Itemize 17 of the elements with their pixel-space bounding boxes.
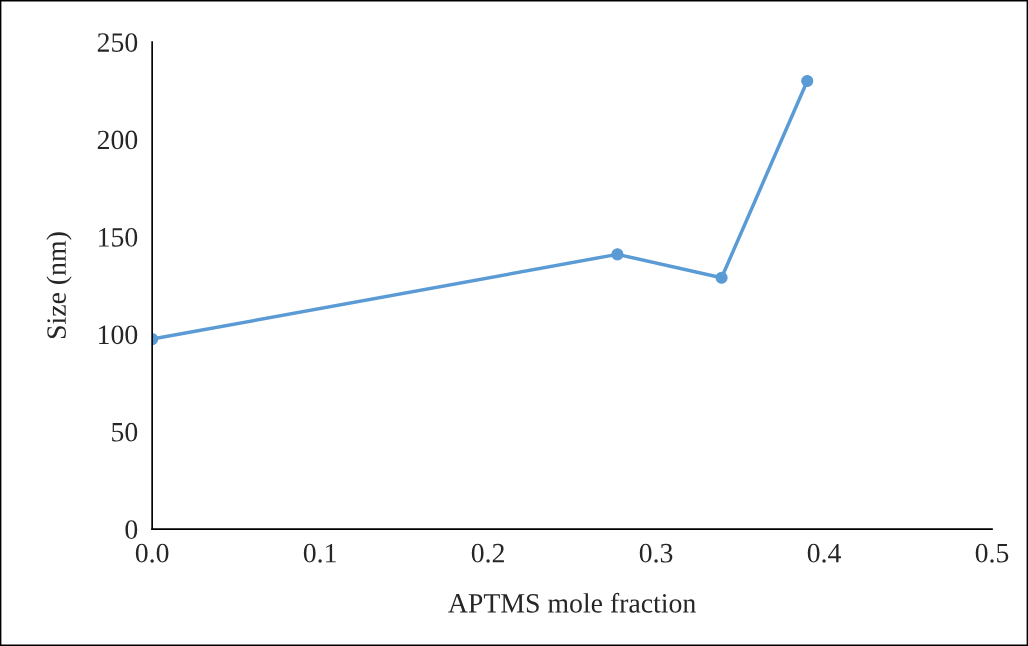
x-tick-label: 0.1	[303, 543, 336, 563]
point	[611, 248, 624, 261]
x-tick-label: 0.2	[471, 543, 504, 563]
x-tick-label: 0.3	[639, 543, 673, 563]
point	[801, 74, 814, 88]
y-axis-title: Size (nm)	[46, 232, 72, 339]
y-tick-label: 200	[97, 130, 138, 150]
x-tick-label: 0.0	[135, 543, 169, 563]
y-tick-label: 150	[99, 227, 138, 247]
y-tick-label: 100	[99, 325, 138, 345]
point	[715, 271, 728, 284]
x-tick-label: 0.4	[807, 543, 841, 563]
x-axis-title: APTMS mole fraction	[448, 592, 696, 613]
y-tick-label: 0	[125, 520, 138, 539]
y-tick-label: 50	[112, 422, 138, 442]
x-tick-label: 0.5	[975, 543, 1009, 563]
y-tick-label: 250	[97, 33, 138, 52]
